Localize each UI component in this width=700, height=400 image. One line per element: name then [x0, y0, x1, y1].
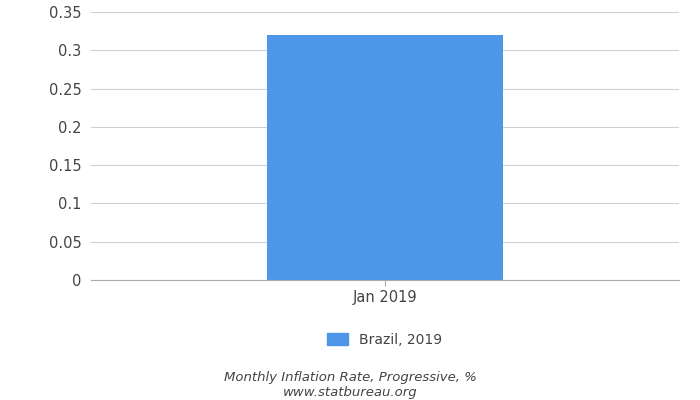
Text: Monthly Inflation Rate, Progressive, %: Monthly Inflation Rate, Progressive, %: [223, 372, 477, 384]
Legend: Brazil, 2019: Brazil, 2019: [322, 327, 448, 352]
Bar: [267, 35, 503, 280]
Text: www.statbureau.org: www.statbureau.org: [283, 386, 417, 399]
